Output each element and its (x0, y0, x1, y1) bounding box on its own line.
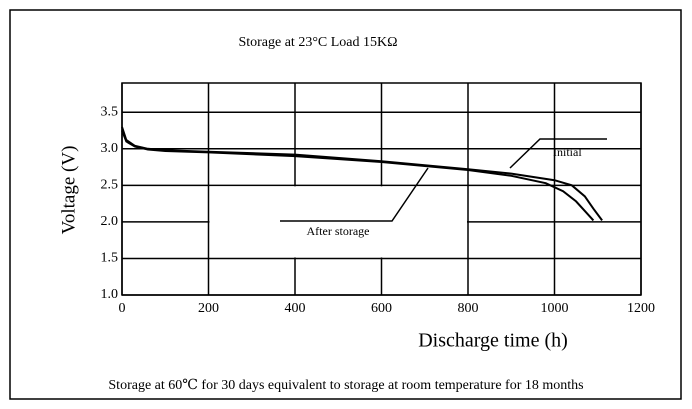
y-tick-label: 2.5 (101, 178, 119, 193)
leader-line (280, 167, 429, 222)
x-tick-label: 600 (371, 301, 392, 316)
leader-line (509, 138, 607, 169)
x-tick-label: 1200 (627, 301, 655, 316)
y-tick-label: 3.0 (101, 141, 119, 156)
x-tick-label: 800 (458, 301, 479, 316)
x-axis-label: Discharge time (h) (418, 330, 568, 352)
x-tick-label: 200 (198, 301, 219, 316)
series-label: After storage (307, 224, 370, 238)
footnote: Storage at 60℃ for 30 days equivalent to… (108, 378, 583, 393)
x-tick-label: 1000 (541, 301, 569, 316)
x-tick-label: 400 (285, 301, 306, 316)
annotation-box (209, 186, 467, 258)
y-tick-label: 3.5 (101, 104, 119, 119)
frame (9, 9, 682, 400)
y-tick-label: 1.5 (101, 251, 119, 266)
series-label: Initial (553, 145, 582, 159)
y-axis-label: Voltage (V) (58, 146, 79, 235)
y-tick-label: 2.0 (101, 214, 119, 229)
line-series (121, 130, 595, 222)
x-tick-label: 0 (119, 301, 126, 316)
y-tick-label: 1.0 (101, 287, 119, 302)
chart-title: Storage at 23°C Load 15KΩ (238, 35, 397, 50)
